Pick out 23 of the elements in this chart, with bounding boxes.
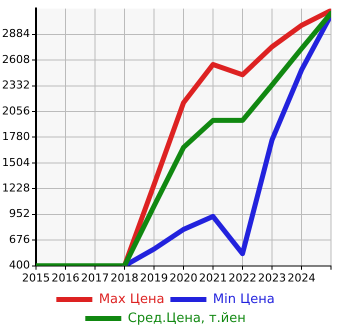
y-tick-label: 400: [8, 258, 30, 272]
y-tick-label: 2884: [2, 27, 30, 40]
x-tick-label: 2017: [80, 271, 109, 284]
legend-label: Max Цена: [98, 292, 164, 307]
x-tick-label: 2024: [288, 271, 316, 284]
x-tick-label: 2016: [51, 271, 80, 284]
y-tick-label: 676: [8, 232, 30, 246]
y-tick-label: 1228: [2, 182, 30, 194]
x-tick-label: 2021: [199, 271, 227, 284]
x-tick-label: 2018: [110, 271, 138, 284]
y-tick-label: 2332: [2, 78, 30, 92]
y-tick-label: 1504: [2, 156, 30, 169]
y-tick-label: 952: [8, 207, 30, 220]
y-tick-label: 1780: [2, 130, 30, 144]
legend-label: Сред.Цена, т.йен: [128, 310, 246, 326]
legend-label: Min Цена: [212, 292, 275, 307]
y-tick-label: 2608: [2, 52, 30, 66]
x-tick-label: 2022: [228, 271, 256, 284]
x-tick-label: 2020: [169, 271, 198, 284]
x-tick-label: 2023: [258, 271, 286, 284]
x-tick-label: 2019: [140, 271, 168, 284]
y-tick-label: 2056: [2, 104, 30, 118]
x-tick-label: 2015: [22, 271, 50, 284]
